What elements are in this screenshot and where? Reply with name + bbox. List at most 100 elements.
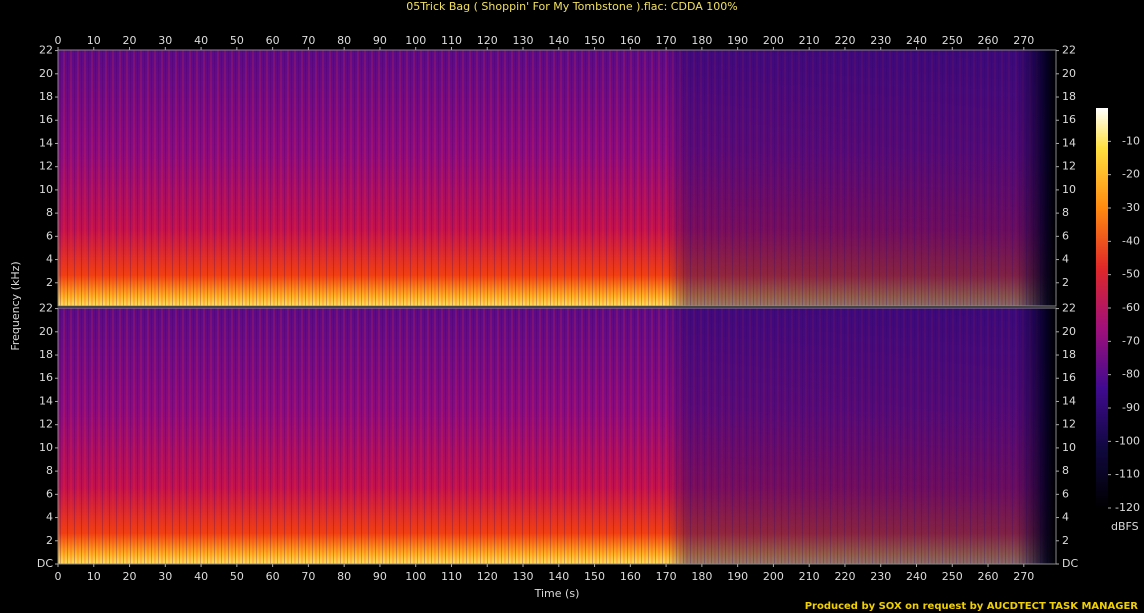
x-tick-label: 190 <box>727 570 748 583</box>
y-tick-label: 6 <box>1062 487 1069 500</box>
x-tick-label: 190 <box>727 34 748 47</box>
colorbar-label: dBFS <box>1111 520 1139 533</box>
y-tick-label: 2 <box>1062 534 1069 547</box>
x-tick-label: 70 <box>301 34 315 47</box>
x-tick-label: 270 <box>1013 34 1034 47</box>
x-tick-label: 40 <box>194 34 208 47</box>
y-tick-label: 16 <box>1062 371 1076 384</box>
y-tick-label: 22 <box>1062 302 1076 315</box>
y-tick-label: 18 <box>39 90 53 103</box>
y-tick-label: DC <box>1062 557 1078 570</box>
y-tick-label: 14 <box>1062 394 1076 407</box>
x-tick-label: 240 <box>906 34 927 47</box>
x-tick-label: 20 <box>123 570 137 583</box>
x-tick-label: 130 <box>513 34 534 47</box>
colorbar-tick-label: -120 <box>1115 501 1140 514</box>
x-tick-label: 250 <box>942 570 963 583</box>
x-tick-label: 20 <box>123 34 137 47</box>
y-tick-label: 4 <box>1062 511 1069 524</box>
x-tick-label: 150 <box>584 34 605 47</box>
x-tick-label: 140 <box>548 34 569 47</box>
panel-frame <box>57 49 1057 307</box>
x-tick-label: 60 <box>266 34 280 47</box>
x-tick-label: 170 <box>656 570 677 583</box>
x-tick-label: 230 <box>870 34 891 47</box>
y-tick-label: 18 <box>1062 90 1076 103</box>
y-tick-label: 2 <box>46 534 53 547</box>
y-tick-label: 6 <box>46 487 53 500</box>
y-tick-label: 2 <box>1062 276 1069 289</box>
y-tick-label: 16 <box>39 113 53 126</box>
footer: Produced by SOX on request by AUCDTECT T… <box>805 601 1139 612</box>
y-tick-label: 14 <box>1062 136 1076 149</box>
x-tick-label: 200 <box>763 34 784 47</box>
y-tick-label: 20 <box>39 325 53 338</box>
y-tick-label: 22 <box>39 302 53 315</box>
spectrogram-fade <box>58 308 1056 564</box>
y-tick-label: 12 <box>1062 160 1076 173</box>
y-tick-label: 10 <box>1062 183 1076 196</box>
x-tick-label: 150 <box>584 570 605 583</box>
x-tick-label: 100 <box>405 570 426 583</box>
x-tick-label: 260 <box>978 570 999 583</box>
colorbar-tick-label: -110 <box>1115 468 1140 481</box>
x-axis-label: Time (s) <box>534 587 580 600</box>
y-tick-label: 10 <box>1062 441 1076 454</box>
y-tick-label: 8 <box>46 206 53 219</box>
y-tick-label: 18 <box>39 348 53 361</box>
x-tick-label: 180 <box>691 34 712 47</box>
y-tick-label: 8 <box>1062 464 1069 477</box>
chart-title: 05Trick Bag ( Shoppin' For My Tombstone … <box>406 0 737 13</box>
y-tick-label: 12 <box>39 160 53 173</box>
x-tick-label: 90 <box>373 570 387 583</box>
x-tick-label: 100 <box>405 34 426 47</box>
x-tick-label: 180 <box>691 570 712 583</box>
y-tick-label: 6 <box>1062 229 1069 242</box>
colorbar-tick-label: -100 <box>1115 434 1140 447</box>
y-tick-label: 16 <box>39 371 53 384</box>
x-tick-label: 270 <box>1013 570 1034 583</box>
x-tick-label: 260 <box>978 34 999 47</box>
y-tick-label: 4 <box>46 253 53 266</box>
x-tick-label: 40 <box>194 570 208 583</box>
x-tick-label: 250 <box>942 34 963 47</box>
y-tick-label: 2 <box>46 276 53 289</box>
x-tick-label: 10 <box>87 570 101 583</box>
x-tick-label: 50 <box>230 34 244 47</box>
y-tick-label: 4 <box>1062 253 1069 266</box>
x-tick-label: 70 <box>301 570 315 583</box>
x-tick-label: 140 <box>548 570 569 583</box>
x-tick-label: 30 <box>158 570 172 583</box>
y-tick-label: 14 <box>39 394 53 407</box>
x-tick-label: 240 <box>906 570 927 583</box>
y-tick-label: 18 <box>1062 348 1076 361</box>
x-tick-label: 80 <box>337 34 351 47</box>
x-tick-label: 210 <box>799 34 820 47</box>
y-tick-label: 4 <box>46 511 53 524</box>
panel-frame <box>57 307 1057 565</box>
x-tick-label: 110 <box>441 570 462 583</box>
y-tick-label: 16 <box>1062 113 1076 126</box>
y-tick-label: 20 <box>1062 67 1076 80</box>
x-tick-label: 170 <box>656 34 677 47</box>
y-tick-label: 22 <box>39 44 53 57</box>
y-tick-label: 12 <box>1062 418 1076 431</box>
x-tick-label: 30 <box>158 34 172 47</box>
x-tick-label: 230 <box>870 570 891 583</box>
x-tick-label: 60 <box>266 570 280 583</box>
x-tick-label: 160 <box>620 570 641 583</box>
colorbar <box>1096 108 1108 508</box>
x-tick-label: 200 <box>763 570 784 583</box>
x-tick-label: 220 <box>834 34 855 47</box>
colorbar-tick-label: -50 <box>1122 268 1140 281</box>
y-axis-label: Frequency (kHz) <box>9 261 22 350</box>
x-tick-label: 120 <box>477 34 498 47</box>
colorbar-tick-label: -10 <box>1122 134 1140 147</box>
x-tick-label: 110 <box>441 34 462 47</box>
x-tick-label: 210 <box>799 570 820 583</box>
y-tick-label: 10 <box>39 441 53 454</box>
y-tick-label: 8 <box>46 464 53 477</box>
x-tick-label: 50 <box>230 570 244 583</box>
y-tick-label: 14 <box>39 136 53 149</box>
